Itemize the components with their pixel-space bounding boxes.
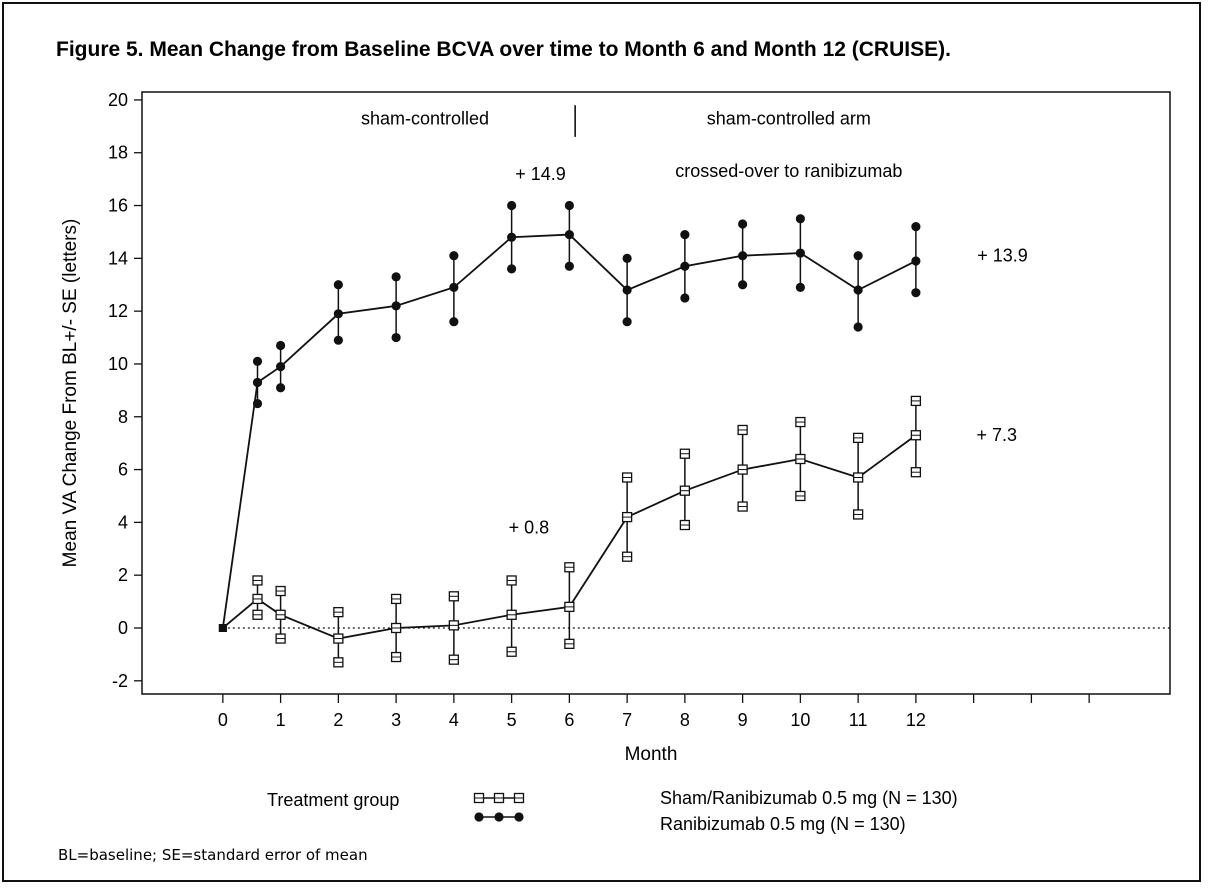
ranibizumab-upper-marker <box>795 214 805 224</box>
ranibizumab-lower-marker <box>449 317 459 327</box>
ranibizumab-lower-marker <box>276 383 286 393</box>
ranibizumab-upper-marker <box>911 222 921 232</box>
ranibizumab-mean-marker <box>738 251 748 261</box>
ranibizumab-upper-marker <box>853 251 863 261</box>
x-tick-label: 5 <box>507 710 517 730</box>
ranibizumab-mean-marker <box>333 309 343 319</box>
x-tick-label: 2 <box>333 710 343 730</box>
ranibizumab-upper-marker <box>507 200 517 211</box>
y-tick-label: 14 <box>108 248 128 268</box>
ranibizumab-lower-marker <box>507 264 517 274</box>
x-tick-label: 11 <box>849 710 868 730</box>
y-tick-label: 12 <box>108 301 128 321</box>
ranibizumab-mean-marker <box>449 282 459 292</box>
annotation: + 13.9 <box>977 246 1028 266</box>
ranibizumab-mean-marker <box>564 229 574 240</box>
ranibizumab-mean-marker <box>276 361 286 372</box>
ranibizumab-lower-marker <box>738 280 748 290</box>
x-tick-label: 9 <box>738 710 748 730</box>
y-tick-label: 16 <box>108 196 128 216</box>
sham-series-line <box>222 434 917 640</box>
x-tick-label: 12 <box>906 710 926 730</box>
legend-sham-marker <box>473 792 525 804</box>
ranibizumab-upper-marker <box>622 253 632 263</box>
ranibizumab-lower-marker <box>853 322 863 332</box>
x-tick-label: 8 <box>680 710 690 730</box>
y-tick-label: 2 <box>118 565 128 585</box>
legend-title: Treatment group <box>267 790 399 810</box>
x-axis-title: Month <box>625 744 678 765</box>
ranibizumab-lower-marker <box>911 288 921 298</box>
ranibizumab-upper-marker <box>449 251 459 261</box>
legend-ranibizumab-marker <box>474 812 524 822</box>
ranibizumab-mean-marker <box>853 285 863 295</box>
annotation: crossed-over to ranibizumab <box>675 161 902 181</box>
x-axis: 0 1 2 3 4 5 6 7 8 9 10 11 12 <box>218 694 1090 730</box>
y-tick-label: 18 <box>108 143 128 163</box>
ranibizumab-mean-marker <box>911 256 921 266</box>
annotation: + 7.3 <box>976 425 1017 445</box>
x-tick-label: 0 <box>218 710 228 730</box>
x-tick-label: 7 <box>622 710 632 730</box>
ranibizumab-lower-marker <box>333 335 343 345</box>
x-tick-label: 4 <box>449 710 459 730</box>
annotation: sham-controlled arm <box>707 108 871 128</box>
legend-ranibizumab-dot <box>514 812 524 822</box>
x-tick-label: 10 <box>790 710 810 730</box>
x-tick-label: 6 <box>564 710 574 730</box>
ranibizumab-mean-marker <box>507 232 517 242</box>
y-tick-label: 0 <box>118 618 128 638</box>
y-tick-label: 10 <box>108 354 128 374</box>
ranibizumab-upper-marker <box>391 272 401 282</box>
plot-frame <box>141 91 1171 695</box>
y-tick-label: 8 <box>118 407 128 427</box>
annotation: + 0.8 <box>509 518 550 538</box>
y-axis: -2 0 2 4 6 8 10 12 14 16 18 20 <box>108 90 142 691</box>
chart-title: Figure 5. Mean Change from Baseline BCVA… <box>56 38 951 61</box>
ranibizumab-upper-marker <box>680 229 690 240</box>
ranibizumab-mean-marker <box>680 261 690 271</box>
ranibizumab-lower-marker <box>391 332 401 343</box>
ranibizumab-upper-marker <box>276 340 286 351</box>
ranibizumab-lower-marker <box>795 282 805 292</box>
legend-ranibizumab-dot <box>474 812 484 822</box>
ranibizumab-mean-marker <box>795 248 805 258</box>
ranibizumab-upper-marker <box>564 200 574 211</box>
ranibizumab-series-line <box>221 233 917 629</box>
y-tick-label: 6 <box>118 460 128 480</box>
y-tick-label: 4 <box>118 512 128 532</box>
ranibizumab-mean-marker <box>391 301 401 311</box>
ranibizumab-lower-marker <box>622 317 632 327</box>
y-tick-label: 20 <box>108 90 128 110</box>
ranibizumab-lower-marker <box>564 261 574 271</box>
ranibizumab-upper-marker <box>738 219 748 229</box>
legend-label-sham: Sham/Ranibizumab 0.5 mg (N = 130) <box>660 788 958 808</box>
ranibizumab-lower-marker <box>680 293 690 303</box>
annotations: sham-controlled sham-controlled arm crosse… <box>361 108 1028 537</box>
legend-label-ranibizumab: Ranibizumab 0.5 mg (N = 130) <box>660 814 906 834</box>
annotation: + 14.9 <box>515 164 566 184</box>
ranibizumab-upper-marker <box>252 356 263 366</box>
footnote: BL=baseline; SE=standard error of mean <box>58 846 368 864</box>
y-axis-title: Mean VA Change From BL+/- SE (letters) <box>60 219 81 568</box>
y-tick-label: -2 <box>112 671 128 691</box>
ranibizumab-mean-marker <box>252 377 263 388</box>
x-tick-label: 1 <box>276 710 286 730</box>
ranibizumab-mean-marker <box>622 285 632 295</box>
ranibizumab-lower-marker <box>252 398 263 409</box>
sham-baseline-point <box>218 623 227 632</box>
x-tick-label: 3 <box>391 710 401 730</box>
ranibizumab-upper-marker <box>333 280 343 290</box>
annotation: sham-controlled <box>361 108 489 128</box>
legend-ranibizumab-dot <box>494 812 504 822</box>
legend: Treatment group Sham/Ranibizumab 0.5 mg … <box>267 788 958 834</box>
series-layer <box>218 200 922 668</box>
